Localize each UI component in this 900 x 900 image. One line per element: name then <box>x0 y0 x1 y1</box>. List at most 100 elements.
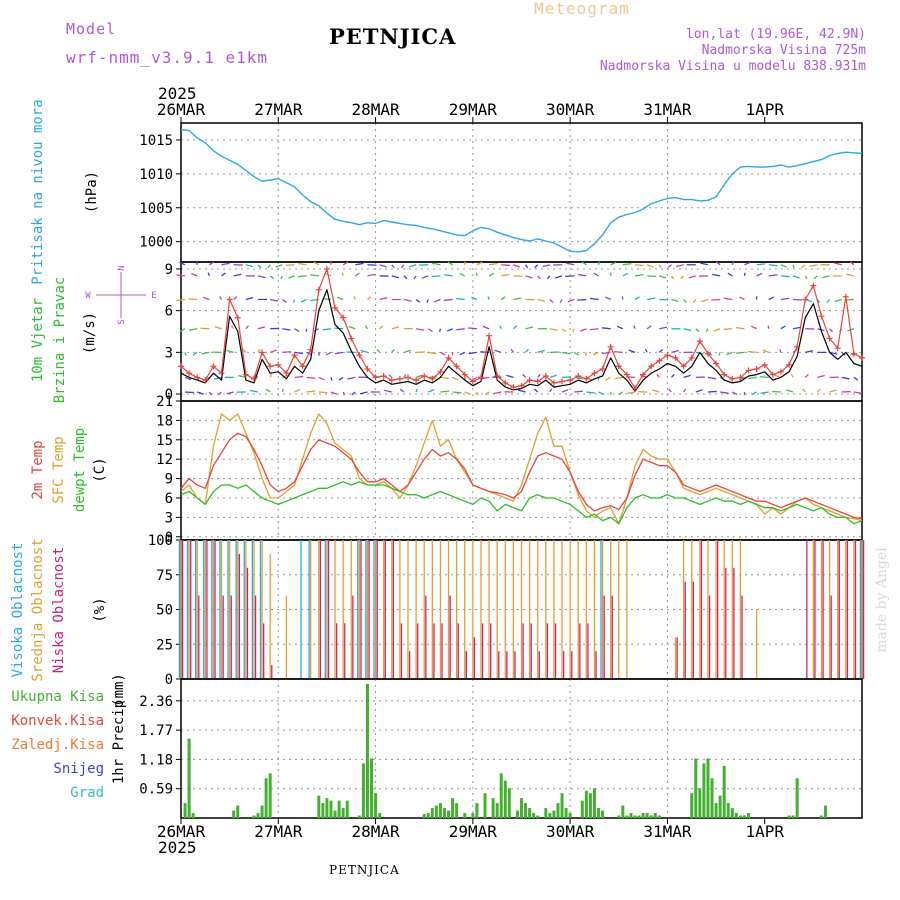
wind-barb <box>822 275 830 279</box>
y-tick-label: 0 <box>165 530 173 546</box>
wind-gust-marker <box>275 361 282 368</box>
wind-barb <box>658 264 662 269</box>
wind-barb <box>533 388 539 393</box>
wind-barb <box>513 264 521 268</box>
wind-gust-marker <box>810 282 817 289</box>
wind-barb <box>853 391 863 394</box>
wind-gust-marker <box>307 346 314 353</box>
precip-bar <box>601 810 605 818</box>
wind-barb <box>656 373 660 378</box>
wind-barb <box>351 391 356 396</box>
wind-barb <box>802 388 806 393</box>
wind-barb <box>790 373 794 378</box>
wind-barb <box>731 391 738 396</box>
wind-barb <box>756 272 763 277</box>
wind-barb <box>695 389 703 393</box>
wind-barb <box>179 261 186 266</box>
wind-barb <box>355 262 364 266</box>
precip-bar <box>365 683 369 818</box>
wind-gust-marker <box>202 377 209 384</box>
wind-barb <box>347 376 356 380</box>
wind-gust-marker <box>648 363 655 370</box>
model-label: Model <box>66 20 116 38</box>
precip-bar <box>714 803 718 818</box>
wind-barb <box>780 297 790 301</box>
y-tick-label: 1015 <box>139 133 173 149</box>
temp-ylabel-dewpt: dewpt Temp <box>72 428 88 512</box>
wind-barb <box>342 261 349 266</box>
wind-barb <box>731 261 735 266</box>
precip-bar <box>726 803 730 818</box>
wind-barb <box>476 391 479 396</box>
wind-gust-marker <box>234 314 241 321</box>
wind-barb <box>310 274 319 277</box>
wind-barb <box>768 296 774 301</box>
wind-barb <box>610 391 612 396</box>
wind-barb <box>330 377 333 381</box>
wind-barb <box>800 264 806 269</box>
wind-barb <box>184 352 187 356</box>
wind-barb <box>399 388 405 393</box>
wind-barb <box>817 374 825 378</box>
wind-barb <box>226 391 234 395</box>
wind-barb <box>748 376 757 380</box>
pressure-panel: 1000 1005 1010 1015 <box>139 122 863 263</box>
wind-barb <box>336 296 344 301</box>
precip-bar <box>588 793 592 818</box>
wind-barb <box>692 299 697 303</box>
wind-barb <box>602 327 611 330</box>
wind-barb <box>202 296 210 301</box>
wind-gust-marker <box>704 350 711 357</box>
wind-barb <box>683 374 691 378</box>
y-tick-label: 1000 <box>139 235 173 251</box>
y-tick-label: 18 <box>156 413 173 429</box>
wind-gust-marker <box>802 296 809 303</box>
wind-barb <box>376 348 381 353</box>
wind-gust-marker <box>267 363 274 370</box>
wind-barb <box>829 389 837 393</box>
wind-gust-marker <box>445 354 452 361</box>
wind-barb <box>334 351 344 355</box>
wind-barb <box>700 262 709 266</box>
wind-gust-marker <box>502 379 509 386</box>
wind-barb <box>768 264 778 267</box>
wind-barb <box>400 264 405 269</box>
wind-barb <box>658 348 664 353</box>
wind-barb <box>359 391 368 395</box>
wind-gust-marker <box>632 385 638 392</box>
wind-barb <box>671 298 679 303</box>
wind-barb <box>391 264 395 269</box>
wind-gust-marker <box>729 375 736 382</box>
wind-gust-marker <box>688 354 695 361</box>
wind-gust-marker <box>356 352 363 359</box>
wind-barb <box>269 275 275 280</box>
wind-barb <box>780 325 786 330</box>
wind-gust-marker <box>737 374 744 381</box>
wind-barb <box>644 348 648 353</box>
wind-barb <box>221 262 230 266</box>
wind-barb <box>626 391 636 395</box>
wind-gust-marker <box>388 377 395 384</box>
temp-unit: (C) <box>92 457 108 482</box>
precip-bar <box>438 803 442 818</box>
y-tick-label: 1010 <box>139 167 173 183</box>
precip-legend-total: Ukupna Kisa <box>11 689 104 705</box>
precip-bar <box>730 808 734 818</box>
wind-barb <box>580 328 587 332</box>
y-tick-label: 21 <box>156 394 173 410</box>
wind-barb <box>549 388 553 393</box>
wind-gust-marker <box>380 372 387 379</box>
wind-barb <box>195 261 198 265</box>
wind-barb <box>618 391 624 396</box>
precip-bar <box>657 815 661 818</box>
wind-barb <box>501 264 511 267</box>
precip-ylabel: 1hr Precip <box>111 700 127 784</box>
wind-barb <box>452 376 459 381</box>
wind-gust-marker <box>575 372 582 379</box>
top-day-labels: 26MAR 27MAR 28MAR 29MAR 30MAR 31MAR 1APR <box>157 100 784 123</box>
wind-barb <box>201 351 210 355</box>
wind-gust-marker <box>494 372 501 379</box>
wind-barb <box>341 272 344 277</box>
model-elevation: Nadmorska Visina u modelu 838.931m <box>600 59 866 74</box>
cloud-ylabel-high: Visoka Oblacnost <box>10 543 26 678</box>
